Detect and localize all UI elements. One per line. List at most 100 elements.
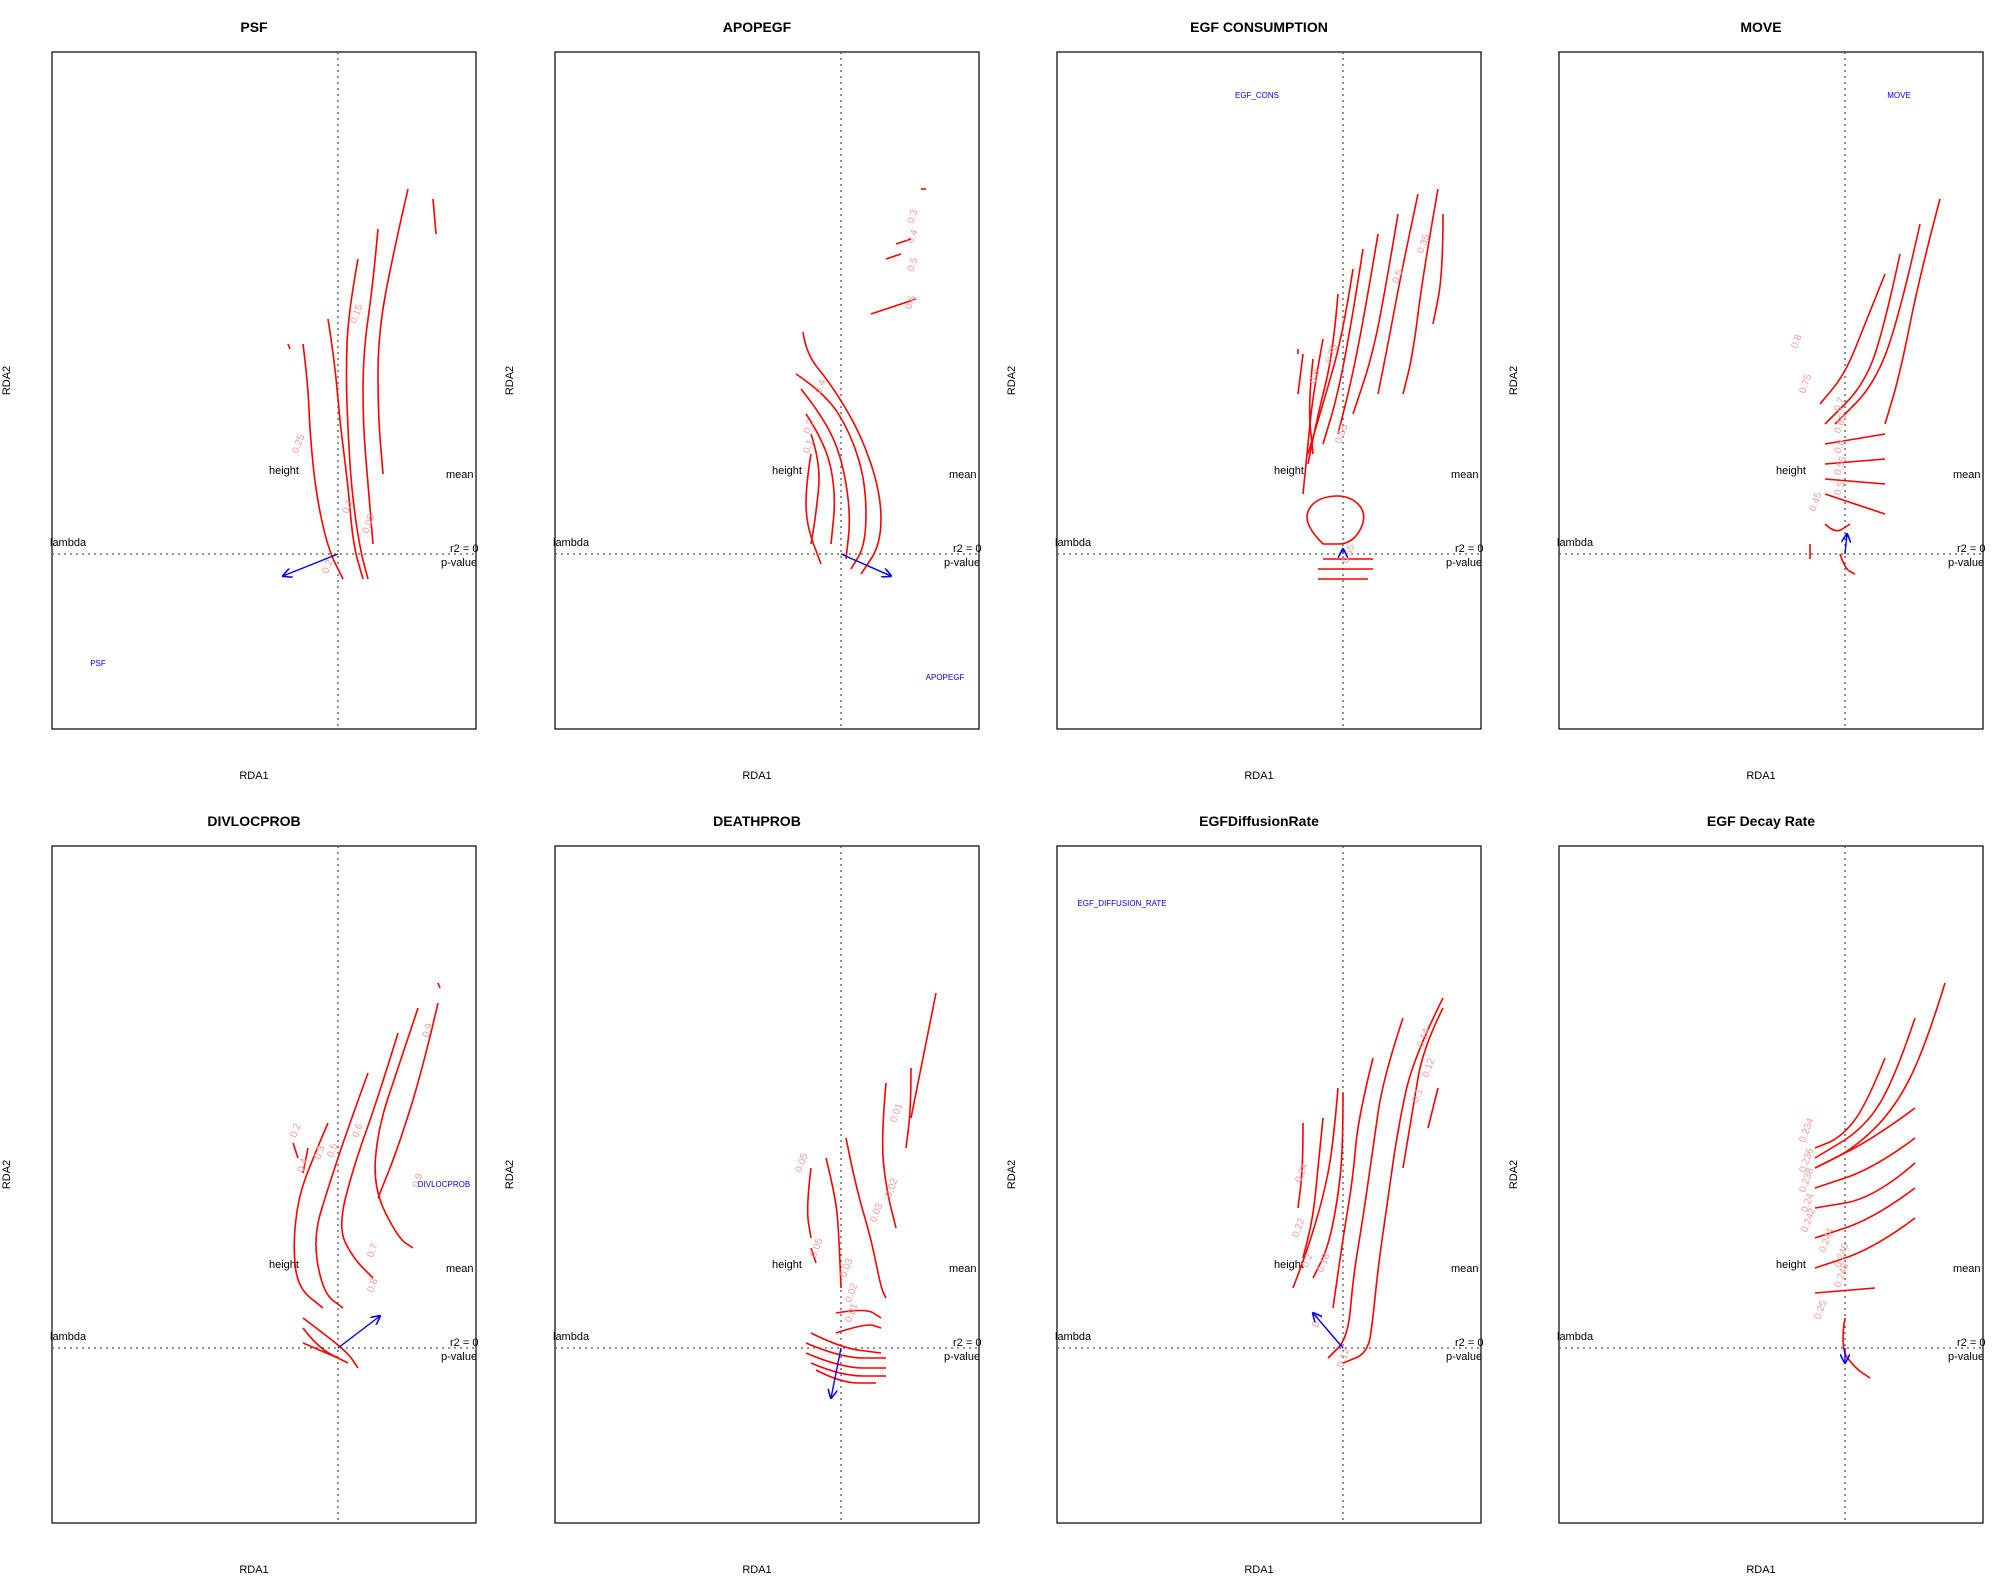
- species-label-mean: mean: [949, 469, 977, 481]
- contour-line: [1814, 982, 1946, 1169]
- species-label-height: height: [269, 1259, 299, 1271]
- contour-group: 0.240.220.2 0.180.10.120.140.120.1: [1290, 997, 1444, 1369]
- species-label-r2: r2 = 0: [1455, 1337, 1483, 1349]
- contour-line: [1322, 248, 1364, 445]
- contour-line: [895, 238, 912, 245]
- contour-level-label: 0.2: [801, 418, 816, 435]
- y-axis-label: RDA2: [504, 366, 516, 395]
- rda-panel: PSF RDA1 RDA2 height mean lambda r2 = 0 p-value…: [1, 19, 478, 782]
- species-label-height: height: [772, 1259, 802, 1271]
- contour-level-label: 0.7: [1832, 396, 1847, 413]
- contour-line: [1308, 358, 1314, 455]
- contour-line: [1824, 478, 1886, 485]
- contour-level-label: 0.2: [320, 558, 335, 575]
- species-label-pvalue: p-value: [1446, 557, 1482, 569]
- contour-level-label: 0.1: [801, 438, 816, 455]
- contour-line: [1297, 353, 1304, 395]
- contour-line: [302, 1317, 359, 1369]
- contour-group: 0.250.150.10.050.2: [283, 188, 437, 580]
- contour-line: [1342, 997, 1444, 1364]
- contour-line: [287, 343, 291, 350]
- contour-line: [905, 1067, 912, 1149]
- species-label-lambda: lambda: [1557, 537, 1594, 549]
- contour-line: [302, 343, 344, 580]
- panel-title: DIVLOCPROB: [207, 813, 300, 829]
- contour-level-label: 0.6: [903, 294, 918, 311]
- contour-line: [1302, 338, 1324, 495]
- species-label-lambda: lambda: [553, 1331, 590, 1343]
- contour-line: [1814, 1107, 1916, 1169]
- species-label-r2: r2 = 0: [1455, 543, 1483, 555]
- x-axis-label: RDA1: [1746, 770, 1775, 782]
- rda-panel: EGF Decay Rate RDA1 RDA2 height mean lambda r2…: [1508, 813, 1985, 1576]
- contour-level-label: 0.1: [340, 498, 355, 515]
- env-arrow: [1313, 1313, 1344, 1349]
- contour-level-label: 0.01: [888, 1102, 905, 1124]
- species-label-pvalue: p-value: [441, 1351, 477, 1363]
- contour-level-label: 0.55: [1832, 455, 1849, 477]
- contour-line: [1814, 1162, 1916, 1209]
- species-label-mean: mean: [446, 1263, 474, 1275]
- rda-panel: EGFDiffusionRate RDA1 RDA2 height mean lambda…: [1006, 813, 1483, 1576]
- contour-group: 0.8 0.75 0.70.65 0.60.55 0.5 0.45: [1789, 198, 1941, 575]
- contour-line: [881, 1082, 897, 1229]
- species-label-lambda: lambda: [50, 537, 87, 549]
- contour-level-label: 0.22: [1290, 1217, 1307, 1239]
- contour-level-label: 0.7: [365, 1242, 380, 1259]
- species-label-mean: mean: [1953, 469, 1981, 481]
- y-axis-label: RDA2: [504, 1160, 516, 1189]
- contour-level-label: 0.1: [1410, 1087, 1425, 1104]
- contour-line: [1302, 1117, 1324, 1259]
- contour-group: 0.80.750.550.50.350.55: [1297, 188, 1444, 580]
- species-label-r2: r2 = 0: [953, 543, 981, 555]
- contour-level-label: 0.4: [813, 378, 828, 395]
- contour-group: 0.050.050.030.020.010.010.020.03: [793, 992, 937, 1398]
- x-axis-label: RDA1: [239, 1564, 268, 1576]
- contour-line: [806, 1167, 812, 1239]
- species-label-lambda: lambda: [1557, 1331, 1594, 1343]
- contour-line: [377, 1002, 439, 1199]
- contour-level-label: 0.45: [1807, 491, 1824, 513]
- species-label-mean: mean: [1451, 469, 1479, 481]
- x-axis-label: RDA1: [742, 770, 771, 782]
- contour-line: [293, 1122, 329, 1309]
- contour-level-label: 0.5: [1832, 480, 1847, 497]
- contour-line: [805, 413, 836, 545]
- contour-line: [1819, 273, 1886, 405]
- env-arrow: [831, 1347, 842, 1398]
- contour-line: [1814, 1017, 1916, 1159]
- contour-line: [1839, 553, 1856, 575]
- contour-line: [910, 992, 937, 1119]
- panel-title: APOPEGF: [723, 19, 792, 35]
- contour-level-label: 0.9: [410, 1172, 425, 1189]
- species-label-height: height: [1776, 1259, 1806, 1271]
- contour-line: [1834, 223, 1921, 425]
- species-label-r2: r2 = 0: [450, 1337, 478, 1349]
- contour-line: [1427, 1087, 1439, 1129]
- contour-line: [292, 1142, 299, 1159]
- contour-level-label: 0.18: [1315, 1252, 1332, 1274]
- contour-line: [1327, 1017, 1404, 1359]
- contour-line: [810, 433, 820, 545]
- contour-line: [1814, 1057, 1886, 1149]
- rda-panel: EGF CONSUMPTION RDA1 RDA2 height mean lambda r…: [1006, 19, 1483, 782]
- env-variable-label: EGF_CONS: [1235, 91, 1279, 100]
- plot-frame: [1056, 845, 1482, 1524]
- contour-level-label: 0.3: [312, 1144, 327, 1161]
- contour-level-label: 0.12: [1335, 1347, 1352, 1369]
- env-arrow: [1845, 534, 1847, 555]
- species-label-pvalue: p-value: [441, 557, 477, 569]
- contour-line: [802, 331, 882, 575]
- panel-title: EGF Decay Rate: [1707, 813, 1815, 829]
- contour-level-label: 0.234: [1797, 1116, 1816, 1144]
- contour-line: [1337, 233, 1379, 435]
- contour-line: [374, 1007, 419, 1249]
- panel-title: MOVE: [1740, 19, 1781, 35]
- contour-line: [1377, 193, 1419, 395]
- contour-line: [845, 1137, 887, 1299]
- contour-line: [1402, 188, 1439, 395]
- contour-line: [1306, 495, 1365, 545]
- contour-line: [1824, 458, 1886, 465]
- panel-title: PSF: [240, 19, 268, 35]
- species-label-pvalue: p-value: [944, 557, 980, 569]
